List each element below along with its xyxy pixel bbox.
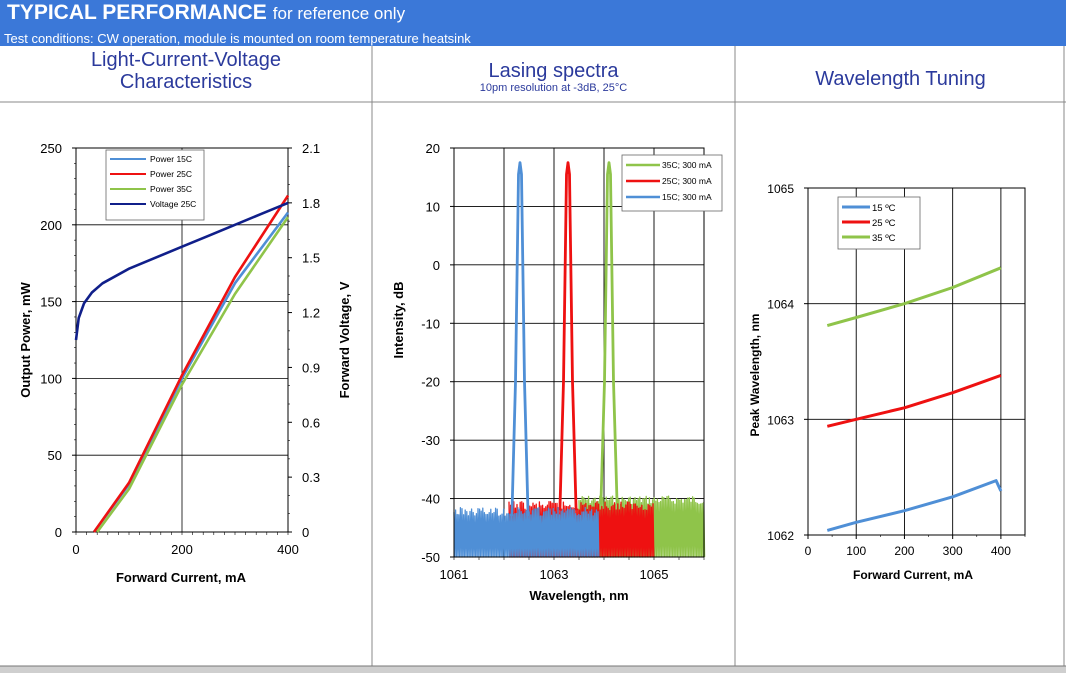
tick-label-y: -20 bbox=[421, 375, 440, 390]
panel-2-header: Lasing spectra 10pm resolution at -3dB, … bbox=[372, 46, 735, 116]
chart-lasing-spectra: -50 -40 -30 -20 -10 0 10 20 1061 1063 1065 35C; 300… bbox=[391, 141, 723, 603]
panel-header-row: Light-Current-Voltage Characteristics La… bbox=[0, 46, 1066, 102]
banner-title-line: TYPICAL PERFORMANCE for reference only bbox=[7, 1, 405, 25]
tick-label-x: 100 bbox=[846, 544, 866, 558]
tick-label-y: 200 bbox=[40, 218, 62, 233]
tick-label-x: 400 bbox=[277, 542, 299, 557]
tick-label-x: 1065 bbox=[640, 567, 669, 582]
series-line-3 bbox=[826, 266, 1002, 328]
series-line-2 bbox=[92, 194, 290, 533]
plot-border bbox=[453, 147, 705, 558]
tick-label-y: 10 bbox=[426, 199, 440, 214]
tick-label-x: 200 bbox=[894, 544, 914, 558]
series-line-1 bbox=[826, 479, 1003, 532]
spectrum-peak-2 bbox=[558, 161, 578, 511]
tick-label-y: 1063 bbox=[767, 413, 794, 427]
tick-label-x: 1063 bbox=[540, 567, 569, 582]
tick-label-x: 0 bbox=[805, 544, 812, 558]
tick-label-y2: 1.5 bbox=[302, 251, 320, 266]
spectrum-peak-1 bbox=[599, 161, 619, 505]
banner: TYPICAL PERFORMANCE for reference only Te… bbox=[0, 0, 1066, 46]
noise-band-3 bbox=[453, 506, 600, 558]
panel-1-title-line2: Characteristics bbox=[119, 71, 253, 93]
tick-label-y: 1065 bbox=[767, 182, 794, 196]
panel-3-title: Wavelength Tuning bbox=[815, 68, 986, 90]
y-axis-label: Output Power, mW bbox=[18, 281, 33, 397]
tick-label-y: -10 bbox=[421, 316, 440, 331]
bottom-bar bbox=[0, 666, 1066, 673]
legend-box bbox=[105, 149, 205, 221]
legend-entry: 15 ºC bbox=[872, 203, 896, 214]
tick-label-y2: 2.1 bbox=[302, 141, 320, 156]
banner-subtitle: for reference only bbox=[272, 4, 406, 23]
x-axis-label: Wavelength, nm bbox=[529, 588, 628, 603]
series-line-4 bbox=[74, 201, 289, 341]
x-axis-label: Forward Current, mA bbox=[116, 570, 247, 585]
tick-label-x: 300 bbox=[943, 544, 963, 558]
tick-label-x: 0 bbox=[72, 542, 79, 557]
tick-label-y: 20 bbox=[426, 141, 440, 156]
tick-label-y: -40 bbox=[421, 492, 440, 507]
y2-axis-label: Forward Voltage, V bbox=[337, 281, 352, 398]
legend-entry: 35 ºC bbox=[872, 233, 896, 244]
tick-label-y: 250 bbox=[40, 141, 62, 156]
legend-entry: Power 25C bbox=[150, 169, 192, 179]
plot-border bbox=[807, 187, 1026, 536]
plot-area bbox=[454, 148, 704, 557]
panel-3-header: Wavelength Tuning bbox=[735, 46, 1066, 124]
spectrum-peak-3 bbox=[510, 161, 530, 517]
tick-label-y: 1064 bbox=[767, 298, 794, 312]
legend-entry: Power 15C bbox=[150, 154, 192, 164]
panel-frame bbox=[0, 46, 1066, 673]
tick-label-y: 0 bbox=[55, 525, 62, 540]
tick-label-y2: 1.2 bbox=[302, 306, 320, 321]
panel-2-title: Lasing spectra bbox=[488, 60, 619, 82]
series-line-2 bbox=[826, 373, 1002, 428]
panel-2-note: 10pm resolution at -3dB, 25°C bbox=[479, 82, 628, 94]
y-axis-label: Peak Wavelength, nm bbox=[748, 314, 762, 437]
tick-label-x: 1061 bbox=[440, 567, 469, 582]
tick-label-y2: 0 bbox=[302, 525, 309, 540]
tick-label-y: -30 bbox=[421, 433, 440, 448]
y-axis-label: Intensity, dB bbox=[391, 281, 406, 358]
tick-label-y: -50 bbox=[421, 550, 440, 565]
legend-entry: 35C; 300 mA bbox=[662, 160, 712, 170]
legend-entry: 15C; 300 mA bbox=[662, 192, 712, 202]
test-conditions: Test conditions: CW operation, module is… bbox=[4, 31, 471, 46]
panel-1-title-line1: Light-Current-Voltage bbox=[90, 49, 282, 71]
panel-1-header: Light-Current-Voltage Characteristics bbox=[0, 46, 372, 105]
legend-entry: Voltage 25C bbox=[150, 199, 196, 209]
banner-title: TYPICAL PERFORMANCE bbox=[7, 1, 267, 24]
legend-entry: Power 35C bbox=[150, 184, 192, 194]
tick-label-y2: 1.8 bbox=[302, 196, 320, 211]
tick-label-y2: 0.6 bbox=[302, 415, 320, 430]
tick-label-y: 0 bbox=[433, 258, 440, 273]
legend-entry: 25 ºC bbox=[872, 218, 896, 229]
tick-label-y2: 0.9 bbox=[302, 360, 320, 375]
series-line-3 bbox=[96, 216, 290, 533]
tick-label-y: 1062 bbox=[767, 529, 794, 543]
chart-wavelength-tuning: 1062 1063 1064 1065 0 100 200 300 400 15 ºC 25 ºC 3… bbox=[748, 182, 1026, 582]
tick-label-y: 50 bbox=[48, 448, 62, 463]
tick-label-x: 400 bbox=[991, 544, 1011, 558]
tick-label-y: 150 bbox=[40, 295, 62, 310]
legend-entry: 25C; 300 mA bbox=[662, 176, 712, 186]
tick-label-y: 100 bbox=[40, 371, 62, 386]
tick-label-x: 200 bbox=[171, 542, 193, 557]
x-axis-label: Forward Current, mA bbox=[853, 568, 973, 582]
tick-label-y2: 0.3 bbox=[302, 470, 320, 485]
